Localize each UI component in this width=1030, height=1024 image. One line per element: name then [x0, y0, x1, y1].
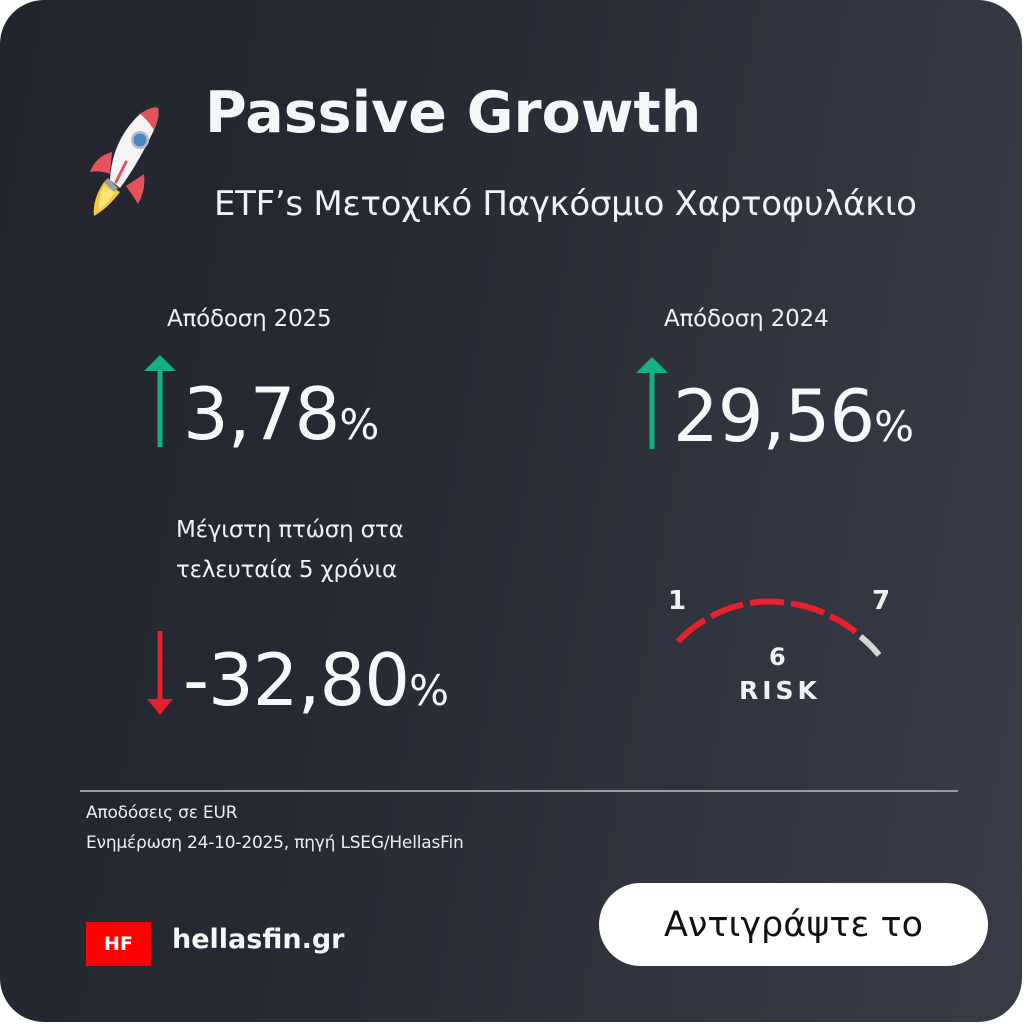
stat-value-drawdown: -32,80% — [183, 644, 449, 716]
arrow-up-icon — [635, 357, 669, 449]
hellasfin-logo-mark: HF — [86, 922, 151, 966]
drawdown-label-line1: Μέγιστη πτώση στα — [176, 517, 404, 543]
page-subtitle: ETF’s Μετοχικό Παγκόσμιο Χαρτοφυλάκιο — [214, 184, 917, 224]
rocket-icon — [82, 100, 172, 220]
hellasfin-logo-text[interactable]: hellasfin.gr — [172, 924, 345, 955]
drawdown-label-line2: τελευταία 5 χρόνια — [176, 557, 397, 583]
risk-score: 6 — [769, 643, 786, 671]
risk-label: RISK — [739, 676, 821, 705]
stat-value-2024: 29,56% — [673, 380, 914, 452]
stat-label-2024: Απόδοση 2024 — [664, 306, 829, 332]
copy-portfolio-button[interactable]: Αντιγράψτε το — [599, 883, 988, 966]
stat-value-drawdown-unit: % — [409, 666, 450, 715]
stat-value-2025-unit: % — [339, 400, 380, 449]
stat-value-drawdown-number: -32,80 — [183, 638, 410, 722]
arrow-up-icon — [143, 355, 177, 447]
stat-value-2025-number: 3,78 — [183, 372, 340, 456]
risk-gauge-arc-icon — [675, 598, 882, 657]
risk-min-label: 1 — [668, 586, 687, 616]
page-title: Passive Growth — [205, 80, 702, 146]
stat-value-2024-number: 29,56 — [673, 374, 875, 458]
risk-max-label: 7 — [872, 586, 891, 616]
risk-gauge: 1 7 6 RISK — [660, 580, 900, 710]
stat-label-2025: Απόδοση 2025 — [167, 306, 332, 332]
stat-value-2025: 3,78% — [183, 378, 379, 450]
currency-note: Αποδόσεις σε EUR — [86, 803, 238, 823]
stat-value-2024-unit: % — [874, 402, 915, 451]
update-source-note: Ενημέρωση 24-10-2025, πηγή LSEG/HellasFi… — [86, 833, 464, 853]
arrow-down-icon — [146, 631, 174, 715]
footer-divider — [80, 790, 958, 792]
